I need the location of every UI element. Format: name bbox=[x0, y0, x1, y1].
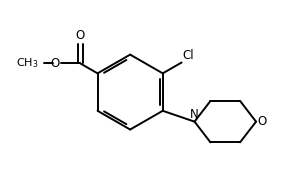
Text: Cl: Cl bbox=[183, 48, 194, 61]
Text: N: N bbox=[190, 108, 199, 121]
Text: O: O bbox=[50, 57, 60, 70]
Text: O: O bbox=[76, 29, 85, 42]
Text: CH$_3$: CH$_3$ bbox=[16, 57, 39, 70]
Text: O: O bbox=[257, 115, 266, 128]
